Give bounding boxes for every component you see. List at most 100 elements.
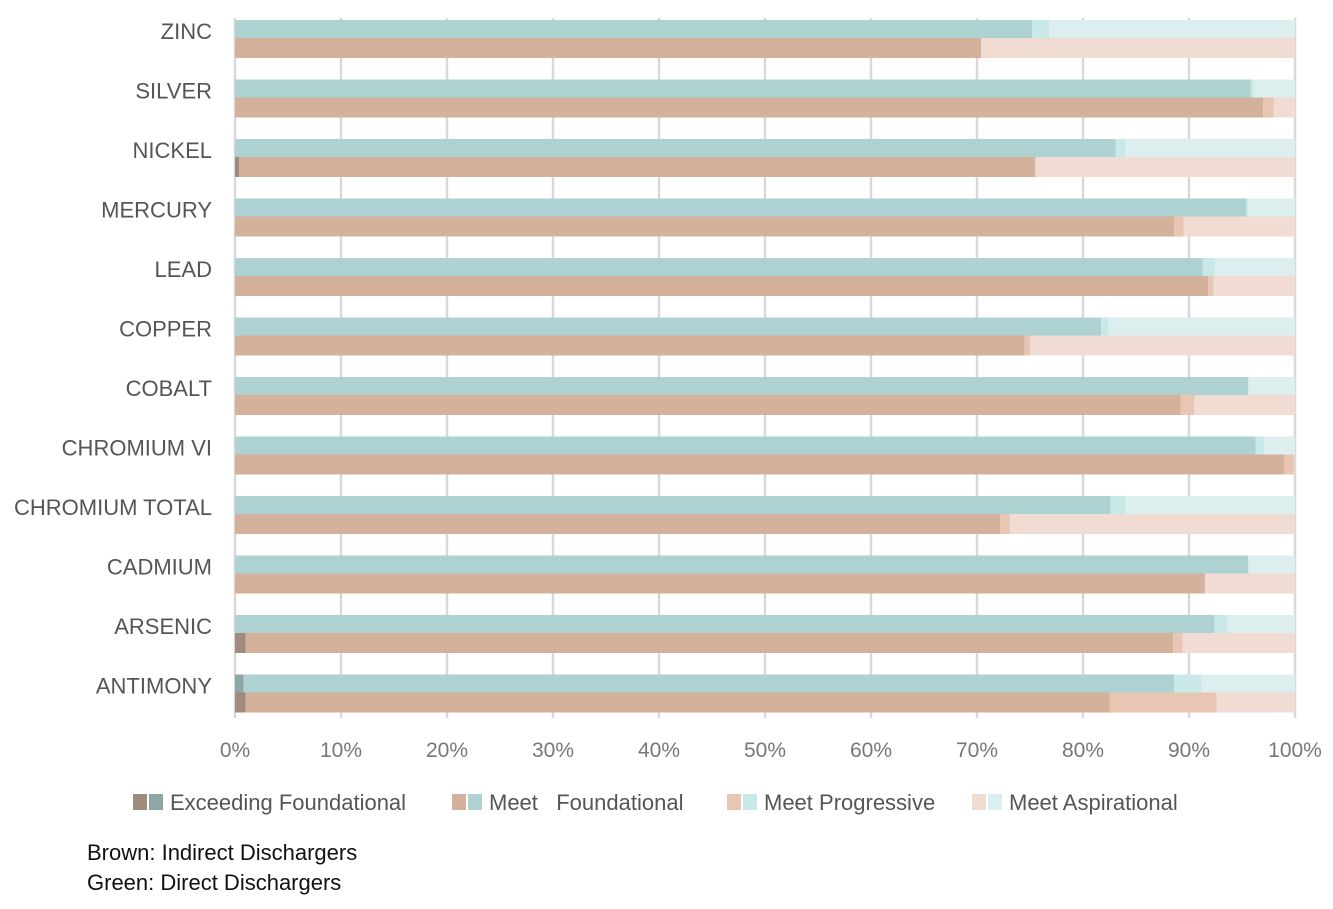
legend-swatch-indirect-meet-progressive xyxy=(727,794,741,810)
bar-antimony-indirect-dischargers-meet-progressive xyxy=(1109,692,1217,713)
category-label-chromium-vi: CHROMIUM VI xyxy=(62,436,212,461)
bar-copper-direct-dischargers-meet-progressive xyxy=(1101,317,1109,338)
bar-lead-indirect-dischargers-meet-progressive xyxy=(1208,276,1214,296)
bar-mercury-direct-dischargers-meet-aspirational xyxy=(1248,198,1295,219)
bar-lead-indirect-dischargers-meet-foundational xyxy=(235,276,1209,296)
bar-arsenic-indirect-dischargers-meet-progressive xyxy=(1173,633,1183,653)
bar-cobalt-indirect-dischargers-meet-progressive xyxy=(1180,395,1195,415)
legend-swatch-direct-meet-aspirational xyxy=(988,794,1002,810)
x-tick-labels: 0% 10% 20% 30% 40% 50% 60% 70% 80% 90% 100% xyxy=(220,739,1322,762)
bar-lead-direct-dischargers-meet-foundational xyxy=(235,258,1203,278)
bar-copper-direct-dischargers-meet-aspirational xyxy=(1108,317,1295,338)
bar-arsenic-indirect-dischargers-exceeding-foundational xyxy=(235,633,246,653)
legend-label-meet-progressive: Meet Progressive xyxy=(764,790,935,815)
bar-silver-indirect-dischargers-meet-foundational xyxy=(235,97,1264,118)
category-label-chromium-total: CHROMIUM TOTAL xyxy=(14,495,212,520)
bar-arsenic-indirect-dischargers-meet-aspirational xyxy=(1182,633,1295,653)
bar-antimony-direct-dischargers-exceeding-foundational xyxy=(235,674,244,695)
bar-copper-direct-dischargers-meet-foundational xyxy=(235,317,1102,338)
bar-mercury-indirect-dischargers-meet-foundational xyxy=(235,216,1175,237)
bar-chromium-vi-direct-dischargers-meet-aspirational xyxy=(1264,436,1295,457)
category-label-cobalt: COBALT xyxy=(126,376,212,401)
bar-mercury-direct-dischargers-meet-progressive xyxy=(1246,198,1249,219)
bar-mercury-direct-dischargers-meet-foundational xyxy=(235,198,1247,219)
bars xyxy=(235,20,1295,713)
bar-arsenic-direct-dischargers-meet-foundational xyxy=(235,615,1215,635)
bar-zinc-direct-dischargers-meet-progressive xyxy=(1032,20,1050,40)
bar-zinc-direct-dischargers-meet-aspirational xyxy=(1049,20,1295,40)
legend: Exceeding Foundational Meet Foundational M… xyxy=(133,790,1178,815)
category-label-cadmium: CADMIUM xyxy=(107,555,212,580)
legend-swatch-direct-exceeding-foundational xyxy=(149,794,163,810)
bar-chromium-total-indirect-dischargers-meet-foundational xyxy=(235,514,1001,534)
legend-label-meet-aspirational: Meet Aspirational xyxy=(1009,790,1178,815)
bar-chromium-total-direct-dischargers-meet-foundational xyxy=(235,496,1111,516)
legend-label-exceeding-foundational: Exceeding Foundational xyxy=(170,790,406,815)
bar-nickel-indirect-dischargers-meet-aspirational xyxy=(1035,157,1295,177)
bar-nickel-indirect-dischargers-meet-foundational xyxy=(239,157,1036,177)
bar-mercury-indirect-dischargers-meet-progressive xyxy=(1174,216,1184,237)
category-label-mercury: MERCURY xyxy=(101,198,212,223)
bar-antimony-indirect-dischargers-exceeding-foundational xyxy=(235,692,246,713)
legend-swatch-direct-meet-foundational xyxy=(468,794,482,810)
bar-nickel-direct-dischargers-meet-progressive xyxy=(1115,139,1126,159)
bar-lead-direct-dischargers-meet-progressive xyxy=(1202,258,1215,278)
bar-chromium-vi-indirect-dischargers-meet-foundational xyxy=(235,454,1285,475)
x-tick-40: 40% xyxy=(638,739,680,762)
bar-cadmium-direct-dischargers-meet-aspirational xyxy=(1248,555,1295,576)
x-tick-100: 100% xyxy=(1268,739,1322,762)
bar-chromium-total-direct-dischargers-meet-aspirational xyxy=(1125,496,1295,516)
legend-swatch-direct-meet-progressive xyxy=(743,794,757,810)
bar-cadmium-direct-dischargers-meet-foundational xyxy=(235,555,1249,576)
note-indirect: Brown: Indirect Dischargers xyxy=(87,840,358,865)
bar-copper-indirect-dischargers-meet-foundational xyxy=(235,335,1025,356)
bar-silver-direct-dischargers-meet-progressive xyxy=(1250,79,1254,100)
bar-chromium-total-indirect-dischargers-meet-aspirational xyxy=(1009,514,1295,534)
bar-cobalt-direct-dischargers-meet-aspirational xyxy=(1248,377,1295,397)
bar-cobalt-direct-dischargers-meet-foundational xyxy=(235,377,1249,397)
bar-arsenic-direct-dischargers-meet-progressive xyxy=(1214,615,1228,635)
bar-cadmium-indirect-dischargers-meet-foundational xyxy=(235,573,1205,594)
bar-copper-indirect-dischargers-meet-aspirational xyxy=(1030,335,1295,356)
bar-cobalt-indirect-dischargers-meet-foundational xyxy=(235,395,1181,415)
x-tick-0: 0% xyxy=(220,739,250,762)
bar-mercury-indirect-dischargers-meet-aspirational xyxy=(1183,216,1295,237)
legend-swatch-indirect-meet-aspirational xyxy=(972,794,986,810)
bar-zinc-indirect-dischargers-meet-foundational xyxy=(235,38,982,58)
bar-lead-indirect-dischargers-meet-aspirational xyxy=(1213,276,1295,296)
legend-swatch-indirect-meet-foundational xyxy=(452,794,466,810)
bar-silver-indirect-dischargers-meet-progressive xyxy=(1263,97,1274,118)
gridlines xyxy=(233,18,1297,718)
bar-antimony-indirect-dischargers-meet-foundational xyxy=(245,692,1110,713)
x-tick-90: 90% xyxy=(1168,739,1210,762)
bar-zinc-direct-dischargers-meet-foundational xyxy=(235,20,1033,40)
category-label-antimony: ANTIMONY xyxy=(96,674,212,699)
bar-chromium-vi-direct-dischargers-meet-progressive xyxy=(1255,436,1265,457)
note-direct: Green: Direct Dischargers xyxy=(87,870,342,895)
bar-nickel-direct-dischargers-meet-foundational xyxy=(235,139,1116,159)
x-tick-30: 30% xyxy=(532,739,574,762)
category-labels: ZINC SILVER NICKEL MERCURY LEAD COPPER COBALT C… xyxy=(14,19,212,699)
bar-antimony-direct-dischargers-meet-progressive xyxy=(1174,674,1202,695)
category-label-lead: LEAD xyxy=(155,257,212,282)
bar-antimony-direct-dischargers-meet-foundational xyxy=(243,674,1175,695)
bar-copper-indirect-dischargers-meet-progressive xyxy=(1024,335,1030,356)
category-label-zinc: ZINC xyxy=(161,19,212,44)
legend-swatch-indirect-exceeding-foundational xyxy=(133,794,147,810)
bar-chromium-total-direct-dischargers-meet-progressive xyxy=(1110,496,1126,516)
category-label-arsenic: ARSENIC xyxy=(114,614,212,639)
category-label-silver: SILVER xyxy=(135,79,212,104)
bar-nickel-indirect-dischargers-exceeding-foundational xyxy=(235,157,240,177)
x-tick-50: 50% xyxy=(744,739,786,762)
bar-antimony-indirect-dischargers-meet-aspirational xyxy=(1216,692,1295,713)
x-tick-20: 20% xyxy=(426,739,468,762)
bar-silver-indirect-dischargers-meet-aspirational xyxy=(1273,97,1295,118)
x-tick-80: 80% xyxy=(1062,739,1104,762)
bar-arsenic-indirect-dischargers-meet-foundational xyxy=(245,633,1174,653)
legend-label-meet-foundational: Meet Foundational xyxy=(489,790,683,815)
bar-cadmium-indirect-dischargers-meet-aspirational xyxy=(1204,573,1295,594)
bar-chromium-vi-indirect-dischargers-meet-aspirational xyxy=(1293,454,1295,475)
bar-lead-direct-dischargers-meet-aspirational xyxy=(1214,258,1295,278)
